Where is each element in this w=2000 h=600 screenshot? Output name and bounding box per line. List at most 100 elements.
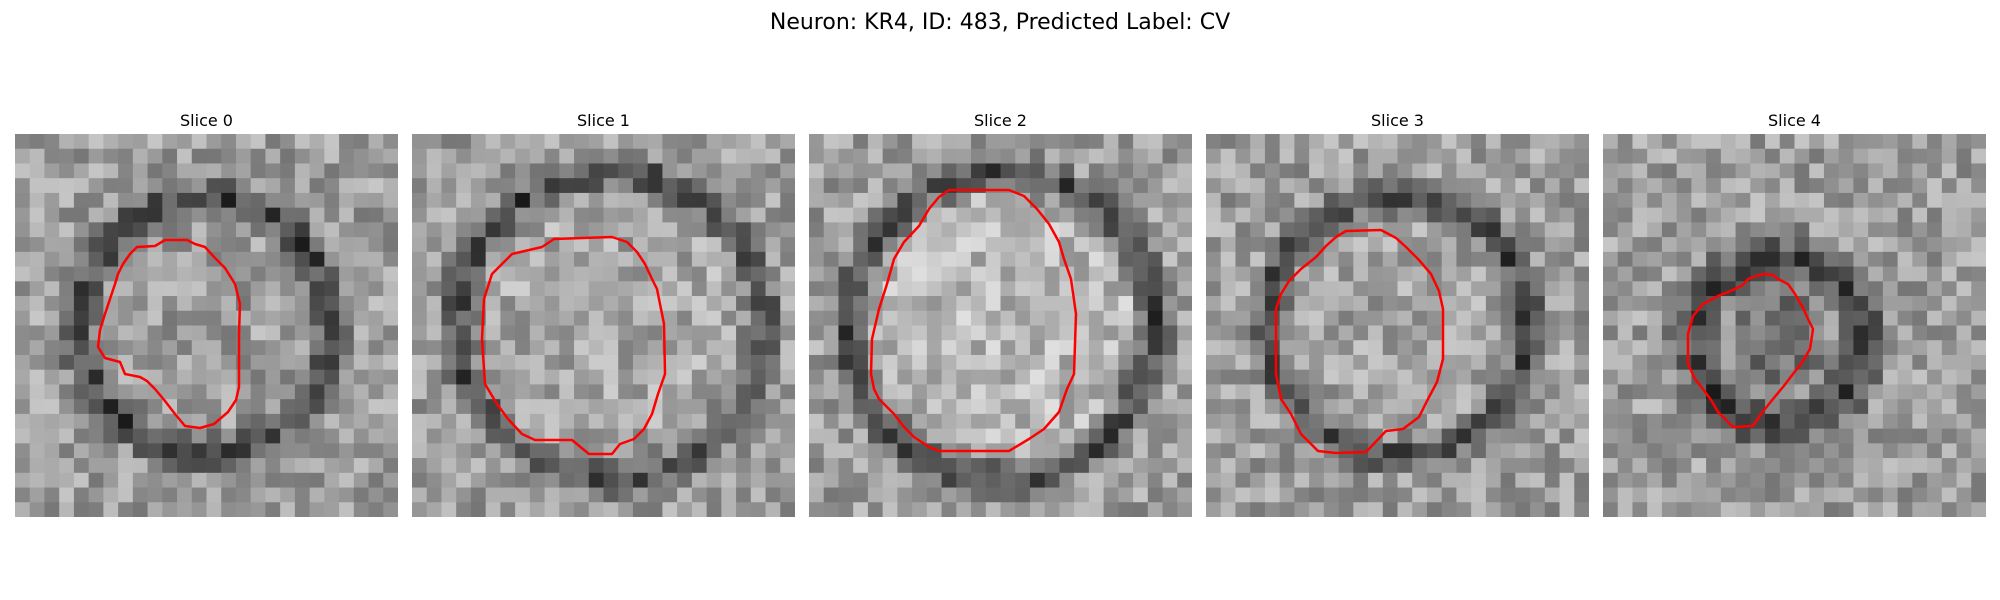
pixel <box>1603 178 1619 194</box>
pixel <box>1647 487 1663 503</box>
pixel <box>1956 281 1972 297</box>
pixel <box>529 148 546 165</box>
pixel <box>853 281 869 297</box>
pixel <box>1323 192 1340 209</box>
pixel <box>882 413 898 430</box>
pixel <box>1264 354 1281 371</box>
pixel <box>1162 428 1178 444</box>
pixel <box>662 340 678 356</box>
pixel <box>823 413 840 430</box>
pixel <box>1530 281 1546 297</box>
pixel <box>1235 325 1251 341</box>
pixel <box>162 163 178 179</box>
pixel <box>971 207 987 223</box>
pixel <box>618 222 634 238</box>
pixel <box>515 281 531 297</box>
pixel <box>1779 192 1796 209</box>
pixel <box>412 251 428 268</box>
pixel <box>1500 354 1516 371</box>
pixel <box>559 266 575 282</box>
pixel <box>823 472 840 489</box>
pixel <box>1912 413 1928 430</box>
pixel <box>309 148 325 165</box>
pixel <box>1750 296 1766 312</box>
pixel <box>1382 369 1399 386</box>
pixel <box>29 192 46 209</box>
pixel <box>1177 178 1192 194</box>
pixel <box>1661 487 1678 503</box>
pixel <box>412 148 428 165</box>
pixel <box>647 502 664 517</box>
pixel <box>324 340 340 356</box>
pixel <box>853 134 869 150</box>
pixel <box>1720 458 1737 474</box>
pixel <box>926 251 943 268</box>
pixel <box>294 222 311 238</box>
pixel <box>1794 163 1810 179</box>
pixel <box>1338 384 1354 400</box>
pixel <box>412 428 428 444</box>
pixel <box>1177 428 1192 444</box>
pixel <box>603 148 619 165</box>
pixel <box>1676 369 1692 386</box>
pixel <box>1530 325 1546 341</box>
pixel <box>1706 134 1722 150</box>
pixel <box>1133 251 1149 268</box>
pixel <box>1897 399 1913 415</box>
pixel <box>1309 325 1325 341</box>
pixel <box>250 325 267 341</box>
pixel <box>1868 281 1884 297</box>
pixel <box>353 163 370 179</box>
pixel <box>1294 413 1310 430</box>
pixel <box>1220 192 1237 209</box>
pixel <box>853 458 869 474</box>
pixel <box>750 369 767 386</box>
pixel <box>1617 266 1634 282</box>
pixel <box>647 310 664 327</box>
pixel <box>147 192 163 209</box>
pixel <box>191 413 208 430</box>
pixel <box>147 399 163 415</box>
pixel <box>1103 458 1119 474</box>
pixel <box>1632 369 1648 386</box>
pixel <box>1530 399 1546 415</box>
pixel <box>1250 325 1266 341</box>
pixel <box>1868 487 1884 503</box>
pixel <box>1338 458 1354 474</box>
pixel <box>1059 178 1075 194</box>
pixel <box>1647 413 1663 430</box>
pixel <box>1147 281 1164 297</box>
pixel <box>1574 399 1589 415</box>
pixel <box>324 222 340 238</box>
pixel <box>73 222 90 238</box>
pixel <box>1794 251 1810 268</box>
pixel <box>1294 502 1310 517</box>
pixel <box>1471 207 1487 223</box>
pixel <box>691 384 708 400</box>
pixel <box>1765 163 1781 179</box>
pixel <box>721 325 737 341</box>
pixel <box>544 443 560 459</box>
pixel <box>221 310 237 327</box>
pixel <box>324 369 340 386</box>
pixel <box>1559 251 1575 268</box>
pixel <box>1323 222 1340 238</box>
pixel <box>706 428 722 444</box>
pixel <box>1779 178 1796 194</box>
pixel <box>1661 237 1678 253</box>
pixel <box>1162 384 1178 400</box>
pixel <box>456 413 472 430</box>
pixel <box>1456 325 1472 341</box>
pixel <box>1103 192 1119 209</box>
pixel <box>588 281 605 297</box>
pixel <box>1765 192 1781 209</box>
segmentation-contour-3 <box>1274 228 1445 455</box>
pixel <box>1044 384 1061 400</box>
pixel <box>882 472 898 489</box>
pixel <box>1177 384 1192 400</box>
pixel <box>736 369 752 386</box>
pixel <box>147 251 163 268</box>
pixel <box>677 266 693 282</box>
pixel <box>441 148 457 165</box>
pixel <box>1838 251 1855 268</box>
